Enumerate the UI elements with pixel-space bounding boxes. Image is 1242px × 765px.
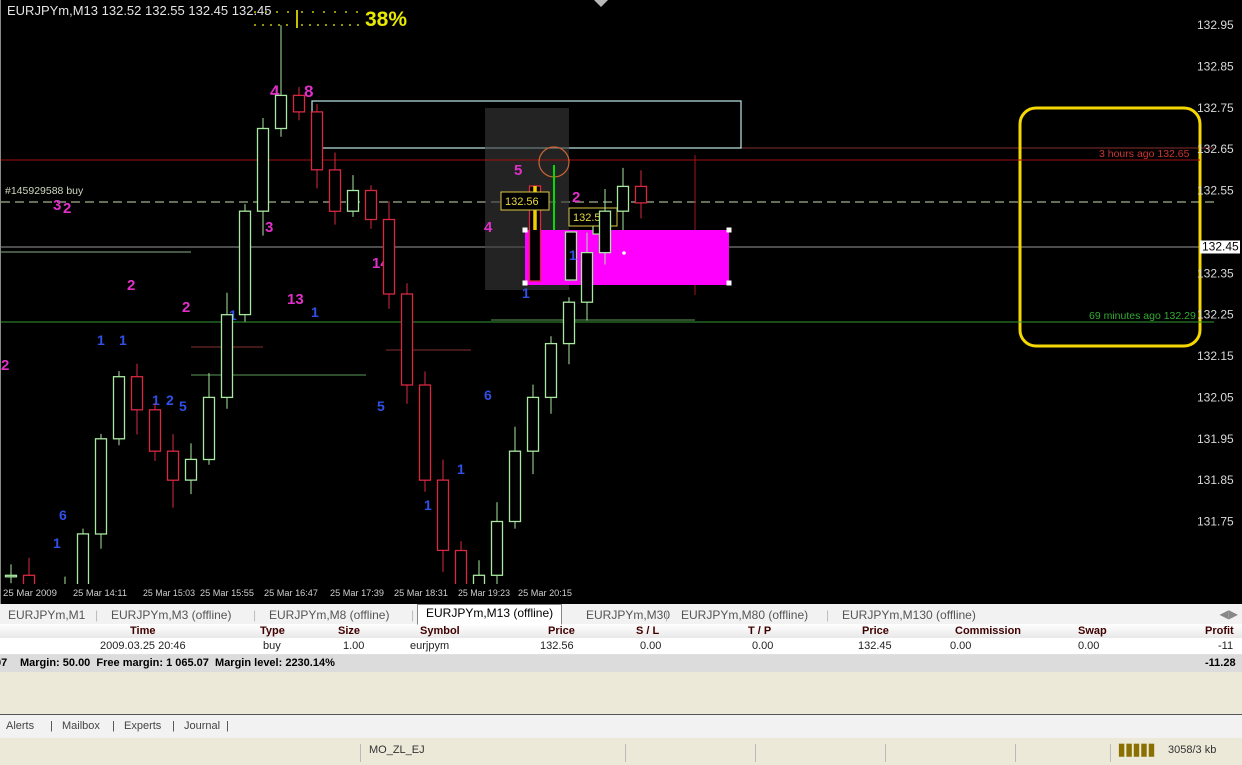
svg-text:132.75: 132.75 — [1197, 101, 1234, 115]
svg-text:EURJPYm,M13 132.52 132.55 132: EURJPYm,M13 132.52 132.55 132.45 132.45 — [7, 3, 272, 18]
svg-text:131.75: 131.75 — [1197, 515, 1234, 529]
svg-text:132.25: 132.25 — [1197, 308, 1234, 322]
svg-text:5: 5 — [514, 162, 522, 179]
svg-text:131.95: 131.95 — [1197, 432, 1234, 446]
svg-text:6: 6 — [484, 387, 492, 403]
svg-text:25 Mar 18:31: 25 Mar 18:31 — [394, 588, 448, 599]
svg-text:132.45: 132.45 — [1202, 239, 1239, 253]
svg-text:8: 8 — [304, 82, 313, 101]
svg-text:#145929588 buy: #145929588 buy — [5, 185, 84, 197]
svg-text:25 Mar 20:15: 25 Mar 20:15 — [518, 588, 572, 599]
svg-text:132.85: 132.85 — [1197, 59, 1234, 73]
svg-text:1: 1 — [311, 304, 319, 320]
svg-text:5: 5 — [179, 398, 187, 414]
svg-text:131.85: 131.85 — [1197, 473, 1234, 487]
svg-text:2: 2 — [182, 299, 190, 316]
svg-text:38%: 38% — [365, 8, 407, 31]
svg-text:25 Mar 15:03: 25 Mar 15:03 — [143, 588, 195, 599]
svg-text:1: 1 — [53, 535, 61, 551]
svg-text:25 Mar 17:39: 25 Mar 17:39 — [330, 588, 384, 599]
svg-text:132.55: 132.55 — [1197, 184, 1234, 198]
svg-text:132.65: 132.65 — [1197, 142, 1234, 156]
svg-text:1: 1 — [522, 285, 530, 301]
svg-text:25 Mar 16:47: 25 Mar 16:47 — [264, 588, 318, 599]
svg-text:1: 1 — [119, 332, 127, 348]
svg-text:3 hours ago 132.65: 3 hours ago 132.65 — [1099, 148, 1190, 160]
svg-text:2: 2 — [166, 392, 174, 408]
svg-text:1: 1 — [152, 392, 160, 408]
svg-text:132.15: 132.15 — [1197, 349, 1234, 363]
svg-text:2: 2 — [63, 200, 71, 217]
svg-text:2: 2 — [572, 189, 580, 206]
svg-text:3: 3 — [53, 197, 61, 214]
svg-text:1: 1 — [97, 332, 105, 348]
svg-text:25 Mar 15:55: 25 Mar 15:55 — [200, 588, 254, 599]
svg-text:25 Mar 2009: 25 Mar 2009 — [3, 588, 57, 599]
svg-text:132.35: 132.35 — [1197, 266, 1234, 280]
svg-text:2: 2 — [127, 277, 135, 294]
svg-text:132.95: 132.95 — [1197, 18, 1234, 32]
svg-text:13: 13 — [287, 291, 304, 308]
svg-text:132.05: 132.05 — [1197, 390, 1234, 404]
svg-text:1: 1 — [424, 497, 432, 513]
svg-text:4: 4 — [484, 219, 493, 236]
svg-text:1: 1 — [569, 247, 577, 263]
svg-text:2: 2 — [1, 357, 9, 374]
svg-text:6: 6 — [59, 507, 67, 523]
svg-text:25 Mar 19:23: 25 Mar 19:23 — [458, 588, 510, 599]
svg-text:3: 3 — [265, 219, 273, 236]
svg-text:5: 5 — [377, 398, 385, 414]
svg-text:132.56: 132.56 — [505, 196, 539, 208]
svg-text:1: 1 — [457, 461, 465, 477]
svg-text:69 minutes ago 132.29: 69 minutes ago 132.29 — [1089, 310, 1196, 322]
svg-text:25 Mar 14:11: 25 Mar 14:11 — [73, 588, 127, 599]
